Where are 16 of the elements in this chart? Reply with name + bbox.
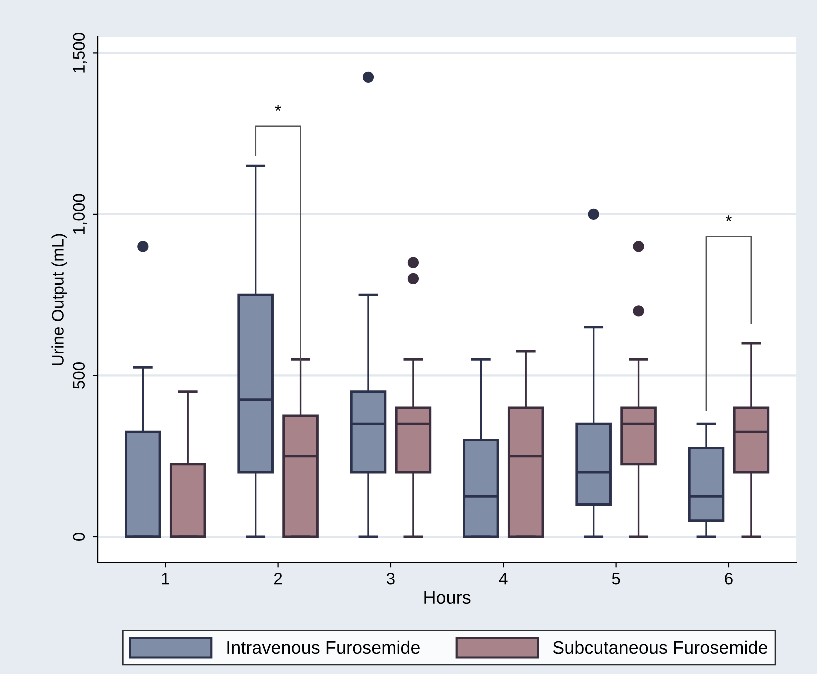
x-tick-label: 4 <box>499 573 508 585</box>
y-tick-label: 1,500 <box>73 32 87 73</box>
annotation: * <box>726 216 732 222</box>
x-tick-label: 6 <box>725 572 733 585</box>
y-tick-label: 500 <box>73 362 86 389</box>
x-tick-label: 2 <box>274 572 282 585</box>
y-tick-label: 0 <box>73 533 86 541</box>
x-axis-title: Hours <box>424 591 471 604</box>
y-tick-label: 1,000 <box>73 194 87 234</box>
x-tick-label: 5 <box>612 573 620 585</box>
x-tick-label: 3 <box>386 572 395 585</box>
y-axis-title: Urine Output (mL) <box>52 234 68 366</box>
annotation: * <box>275 105 282 112</box>
legend-label: Subcutaneous Furosemide <box>553 640 768 654</box>
legend-label: Intravenous Furosemide <box>228 640 420 654</box>
x-tick-label: 1 <box>162 573 170 585</box>
